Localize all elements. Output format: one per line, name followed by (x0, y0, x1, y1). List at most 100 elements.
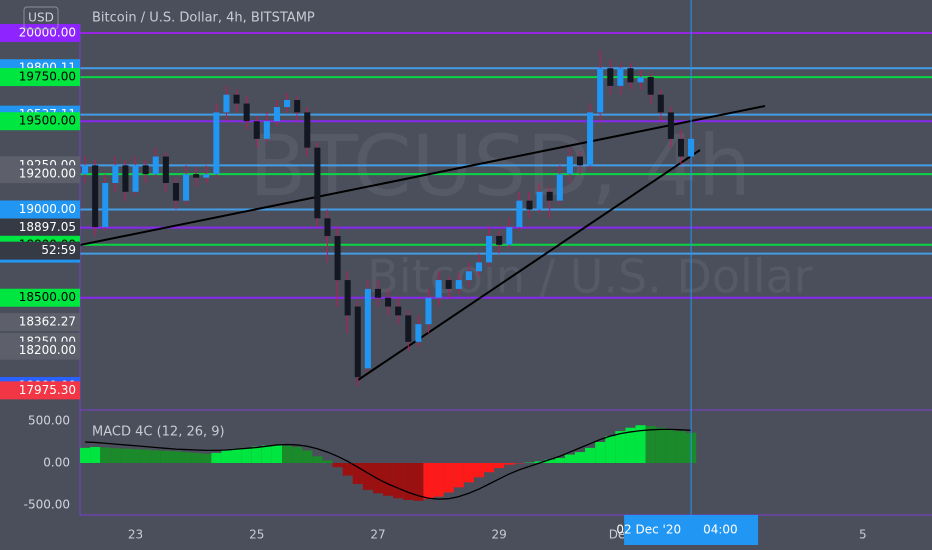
macd-bar (170, 451, 182, 464)
countdown: 52:59 (41, 243, 76, 257)
levels (80, 31, 932, 299)
candle-body (435, 280, 442, 298)
macd-bar (231, 448, 242, 464)
macd-bar (564, 454, 575, 464)
macd-bar (342, 463, 353, 476)
candle-body (405, 315, 412, 342)
price-label-box (0, 68, 80, 87)
macd-bar (362, 463, 373, 490)
price-label-box (0, 313, 80, 332)
countdown-box (0, 241, 80, 260)
cursor-date: 02 Dec '20 (616, 523, 681, 537)
macd-bar (302, 450, 313, 464)
candle-body (667, 112, 674, 139)
candle-body (496, 235, 503, 245)
candle-body (213, 112, 220, 175)
macd-bar (574, 452, 586, 464)
candle-body (607, 68, 614, 86)
price-label-box (0, 200, 80, 219)
candle-body (102, 182, 109, 228)
price-label-box (0, 218, 80, 237)
price-label: 19750.00 (19, 70, 76, 84)
x-tick-label: 29 (492, 528, 507, 542)
candle-body (253, 121, 260, 139)
candle-body (647, 77, 654, 95)
cursor-time: 04:00 (703, 523, 738, 537)
candle-body (92, 165, 99, 228)
macd-bar (453, 463, 464, 488)
macd-bar (534, 461, 545, 464)
watermark-name: Bitcoin / U.S. Dollar (367, 250, 813, 304)
candle-body (506, 227, 513, 245)
macd-bar (352, 463, 363, 485)
x-tick-label: 25 (249, 528, 264, 542)
macd-bar (383, 463, 394, 496)
candle-body (314, 147, 321, 219)
macd-bar (473, 463, 485, 478)
candle-body (465, 271, 472, 281)
macd-bar (433, 463, 444, 497)
candles (82, 50, 695, 386)
candle-body (193, 174, 200, 178)
candle-body (455, 280, 462, 289)
macd-bar (241, 447, 252, 464)
candle-body (637, 77, 644, 83)
candle-body (233, 94, 240, 104)
candle-body (425, 297, 432, 325)
macd-bar (211, 452, 222, 464)
candle-body (374, 288, 382, 298)
price-label: 18897.05 (19, 220, 76, 234)
price-label-box (0, 112, 80, 131)
candle-body (576, 156, 584, 166)
candle-body (627, 68, 634, 83)
macd-bar (585, 447, 596, 464)
x-tick-label: 27 (370, 528, 385, 542)
cursor-box (624, 515, 759, 545)
candle-body (324, 218, 331, 236)
candle-body (294, 100, 301, 113)
candle-body (304, 112, 311, 148)
trendline (357, 149, 701, 381)
macd-bar (221, 450, 232, 464)
price-label: 20000.00 (19, 25, 76, 39)
currency[interactable]: USD (28, 11, 54, 25)
macd-bar (282, 445, 293, 464)
candle-body (486, 235, 493, 263)
macd-bar (312, 456, 323, 464)
macd-bar (635, 425, 646, 464)
macd-bar (413, 463, 424, 501)
candle-body (142, 165, 149, 175)
currency-box[interactable] (23, 6, 59, 30)
macd-bar (463, 463, 474, 483)
candle-body (475, 262, 483, 272)
macd-bar (140, 449, 151, 464)
macd-bar (544, 459, 555, 464)
candle-body (284, 100, 291, 108)
candle-body (354, 306, 361, 378)
price-label: 18362.27 (19, 315, 76, 329)
candle-body (152, 156, 159, 175)
candle-body (536, 191, 543, 210)
candle-body (223, 94, 230, 113)
macd-signal (85, 428, 692, 500)
candle-body (334, 235, 341, 281)
candle-body (556, 174, 563, 201)
price-label: 17975.30 (19, 383, 76, 397)
macd-bar (372, 463, 384, 494)
candle-body (344, 280, 351, 316)
candle-body (657, 94, 664, 113)
macd-bar (201, 453, 212, 464)
macd-bar (554, 457, 565, 464)
macd-bar (110, 448, 121, 464)
macd-bar (80, 447, 91, 464)
macd-bar (332, 463, 343, 468)
price-label-box (0, 165, 80, 184)
macd-bar (665, 429, 676, 464)
macd-bar (655, 427, 666, 464)
candle-body (516, 200, 523, 228)
price-label: 19000.00 (19, 202, 76, 216)
macd-bar (191, 452, 202, 464)
price-label: 18500.00 (19, 290, 76, 304)
candle-body (677, 138, 685, 157)
